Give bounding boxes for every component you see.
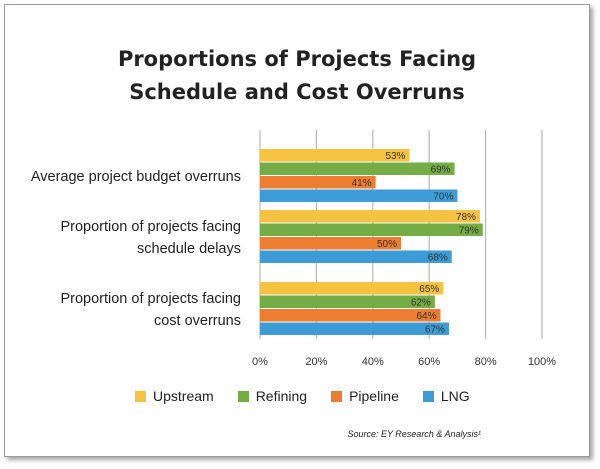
source-note: Source: EY Research & Analysis¹: [347, 429, 481, 439]
chart-title-line-2: Schedule and Cost Overruns: [129, 80, 465, 104]
x-tick-label: 20%: [305, 356, 327, 368]
bar: [260, 223, 483, 236]
data-label: 78%: [456, 212, 476, 223]
bar: [260, 162, 455, 175]
legend-swatch-lng: [422, 390, 434, 402]
legend-item-upstream: Upstream: [135, 388, 214, 404]
legend-swatch-upstream: [135, 390, 146, 402]
legend-swatch-refining: [237, 390, 249, 402]
bar: [260, 176, 376, 189]
x-tick-label: 0%: [252, 356, 268, 368]
legend-item-pipeline: Pipeline: [331, 388, 399, 404]
bar: [260, 322, 449, 335]
legend-label-refining: Refining: [255, 388, 308, 404]
bar: [260, 250, 452, 263]
category-label: Proportion of projects facing: [60, 219, 241, 235]
legend-label-lng: LNG: [440, 388, 470, 404]
legend: Upstream Refining Pipeline LNG: [135, 388, 484, 404]
chart-title: Proportions of Projects Facing Schedule …: [5, 43, 589, 109]
data-label: 69%: [431, 165, 451, 176]
data-label: 64%: [416, 311, 436, 322]
legend-label-upstream: Upstream: [153, 388, 214, 404]
bar: [260, 210, 480, 223]
data-label: 41%: [352, 178, 372, 189]
legend-label-pipeline: Pipeline: [349, 388, 399, 404]
chart-frame: Proportions of Projects Facing Schedule …: [4, 4, 590, 457]
legend-item-refining: Refining: [237, 388, 308, 404]
bar-chart: 0% 20% 40% 60% 80% 100% 53% 69% 41% 70% Average pr…: [31, 130, 556, 368]
bar: [260, 282, 444, 295]
bar: [260, 189, 458, 202]
data-label: 79%: [459, 226, 479, 237]
data-label: 50%: [377, 239, 397, 250]
bar: [260, 295, 435, 308]
chart-title-line-1: Proportions of Projects Facing: [117, 47, 477, 71]
x-tick-label: 40%: [362, 356, 384, 368]
data-label: 68%: [428, 253, 448, 264]
category-label: cost overruns: [154, 313, 241, 329]
x-tick-label: 100%: [528, 356, 556, 368]
legend-swatch-pipeline: [331, 390, 343, 402]
data-label: 62%: [411, 298, 431, 309]
data-label: 65%: [419, 284, 439, 295]
data-label: 67%: [425, 325, 445, 336]
category-label: Proportion of projects facing: [60, 291, 241, 307]
bar: [260, 237, 401, 250]
legend-item-lng: LNG: [422, 388, 470, 404]
bar: [260, 149, 410, 162]
data-label: 70%: [433, 192, 453, 203]
category-label: Average project budget overruns: [31, 169, 241, 185]
x-tick-label: 60%: [418, 356, 440, 368]
x-tick-label: 80%: [475, 356, 497, 368]
data-label: 53%: [385, 151, 405, 162]
category-label: schedule delays: [137, 241, 241, 257]
bar: [260, 309, 441, 322]
